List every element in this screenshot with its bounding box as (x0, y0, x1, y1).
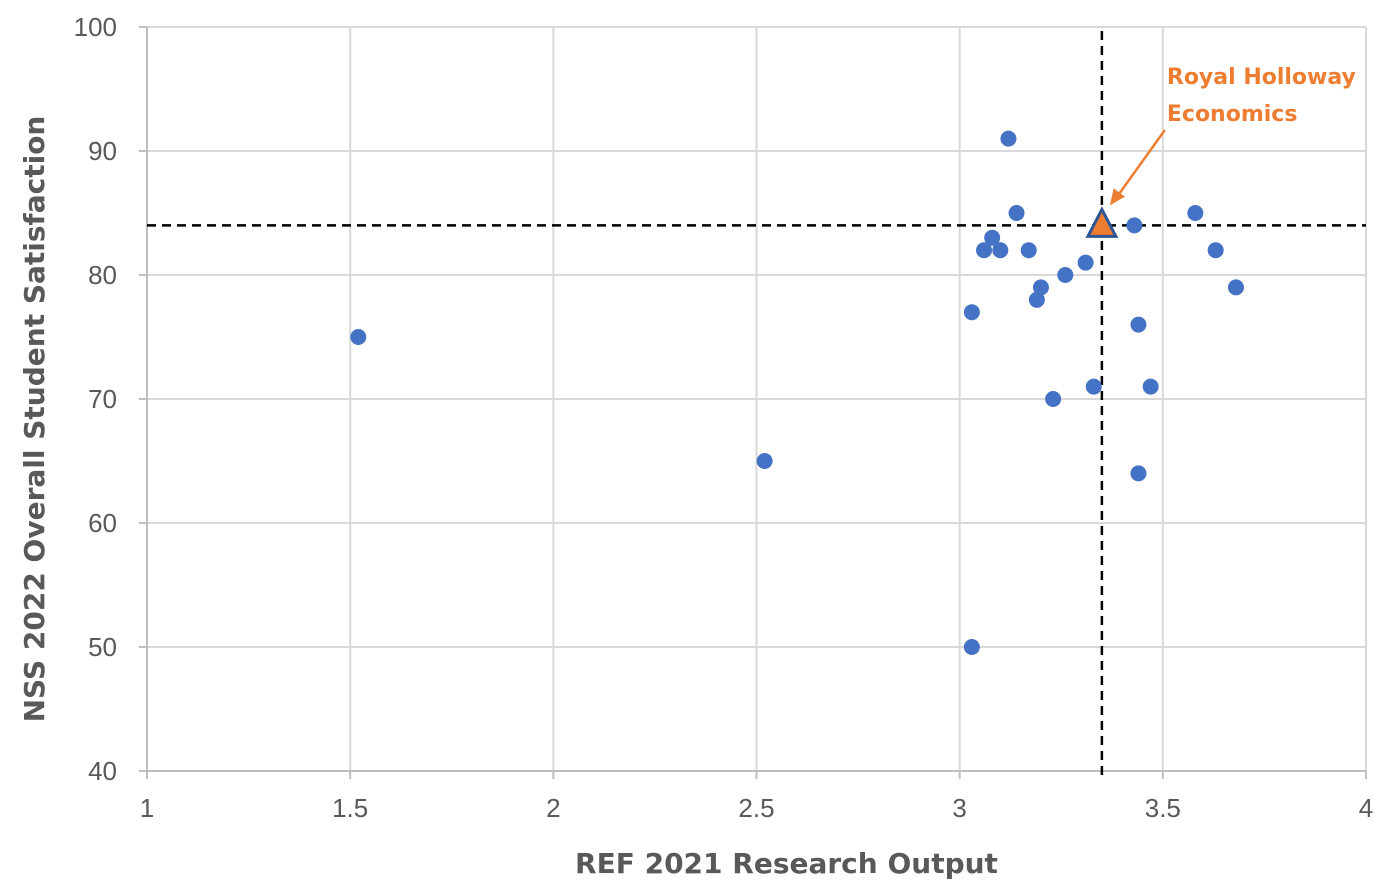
data-point (1032, 279, 1049, 296)
data-point (1130, 316, 1147, 333)
y-tick-label: 60 (88, 508, 117, 538)
data-point (1227, 279, 1244, 296)
data-point (976, 242, 993, 259)
y-tick-label: 90 (88, 136, 117, 166)
data-point (1130, 465, 1147, 482)
data-point (1126, 217, 1143, 234)
x-tick-label: 1 (140, 793, 154, 823)
tick-labels: 1 1.5 2 2.5 3 3.5 4 40 50 60 70 80 90 100 (74, 12, 1374, 823)
axes (139, 26, 1367, 779)
data-point (1008, 205, 1025, 221)
data-point (984, 229, 1001, 246)
data-point (1045, 391, 1062, 407)
x-tick-label: 3.5 (1145, 793, 1181, 823)
x-tick-label: 2.5 (738, 793, 774, 823)
data-point (1000, 130, 1017, 147)
annotation-arrow (1114, 129, 1166, 200)
gridlines (147, 26, 1367, 771)
y-tick-label: 100 (74, 12, 117, 42)
data-point (1207, 242, 1224, 259)
highlight-group: Royal Holloway Economics (1085, 65, 1356, 238)
data-point (963, 304, 980, 321)
y-tick-label: 70 (88, 384, 117, 414)
y-tick-label: 50 (88, 632, 117, 662)
data-points (350, 130, 1244, 655)
y-tick-label: 80 (88, 260, 117, 290)
x-tick-label: 2 (546, 793, 560, 823)
x-tick-label: 4 (1359, 793, 1373, 823)
data-point (1020, 242, 1037, 259)
data-point (1057, 267, 1074, 283)
data-point (992, 242, 1009, 259)
annotation-arrowhead (1109, 188, 1125, 206)
highlight-triangle-marker (1085, 206, 1119, 238)
annotation-label-line-1: Royal Holloway (1167, 65, 1356, 90)
data-point (350, 329, 367, 345)
x-tick-label: 3 (952, 793, 966, 823)
data-point (1028, 291, 1045, 308)
annotation-label-line-2: Economics (1167, 102, 1298, 127)
data-point (1077, 254, 1094, 271)
data-point (1142, 378, 1159, 395)
x-tick-label: 1.5 (332, 793, 368, 823)
y-axis-title: NSS 2022 Overall Student Satisfaction (18, 116, 51, 723)
x-axis-title: REF 2021 Research Output (575, 847, 998, 880)
data-point (1187, 205, 1204, 221)
data-point (963, 639, 980, 655)
data-point (1085, 378, 1102, 395)
reference-lines (147, 31, 1366, 775)
y-tick-label: 40 (88, 756, 117, 786)
data-point (756, 453, 773, 469)
